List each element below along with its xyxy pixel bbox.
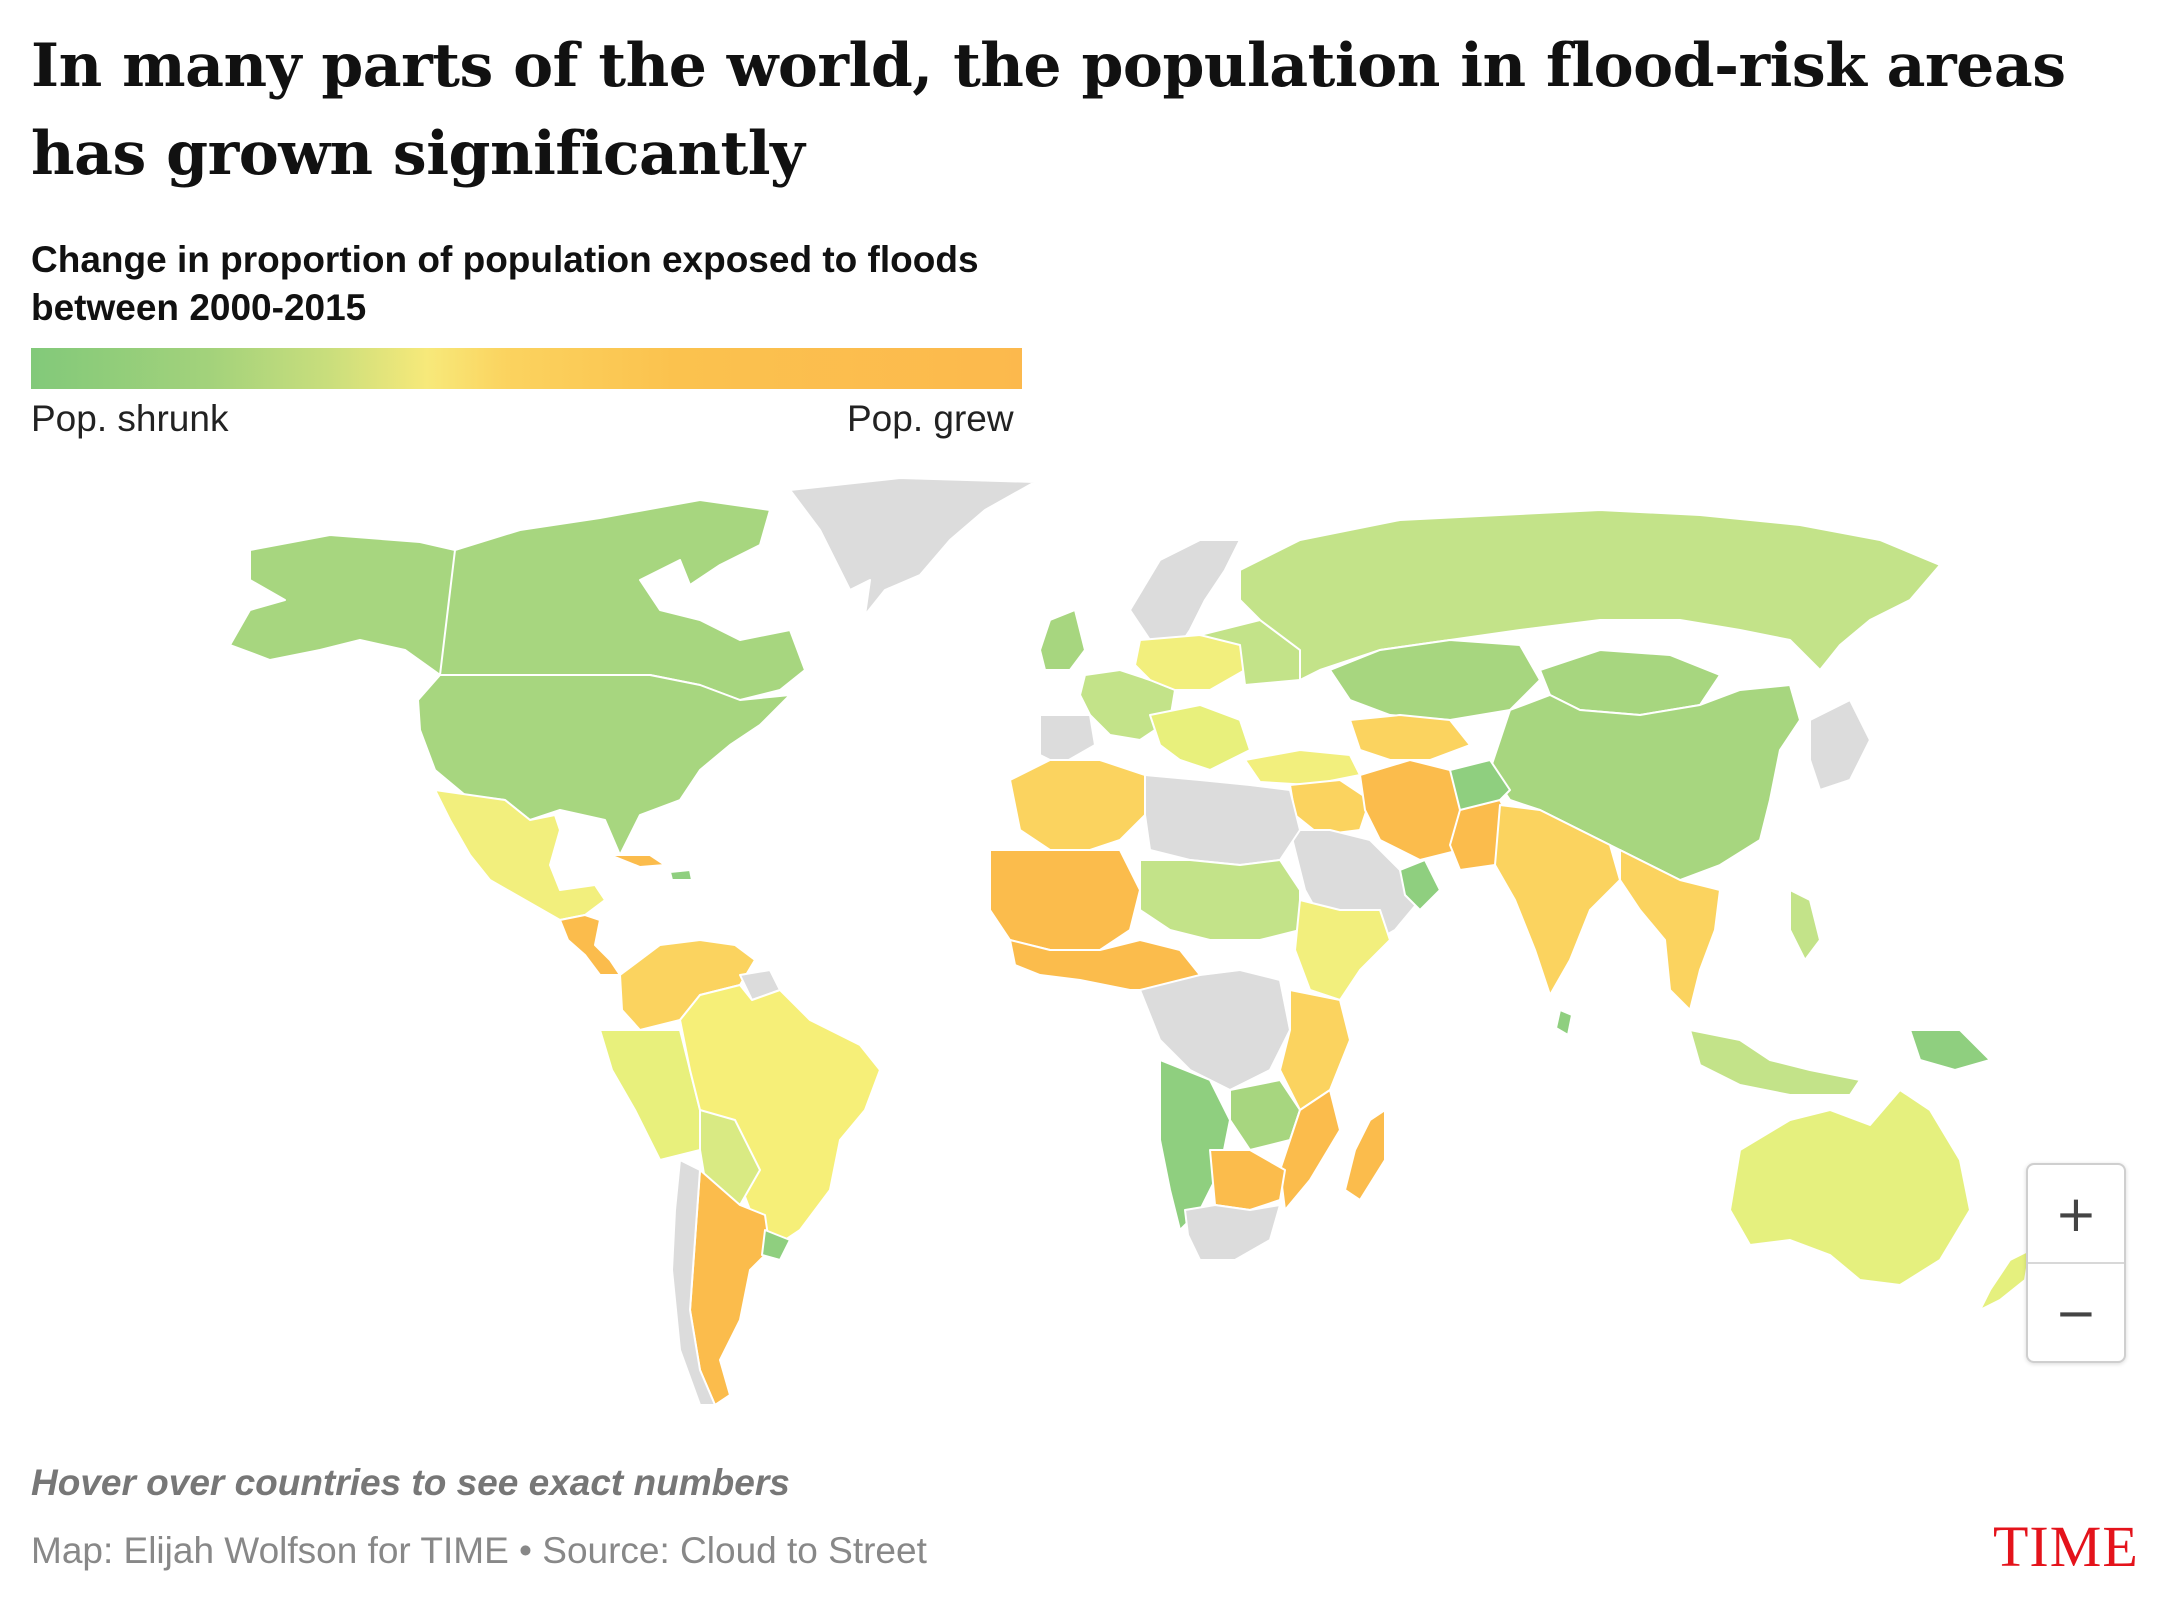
country-sahel-west[interactable] — [989, 849, 1141, 951]
country-indonesia[interactable] — [1689, 1029, 1861, 1096]
country-uk-ireland[interactable] — [1039, 609, 1086, 671]
country-central-africa[interactable] — [1139, 969, 1291, 1091]
country-usa[interactable] — [417, 674, 791, 856]
country-oman[interactable] — [1399, 859, 1441, 911]
country-east-africa[interactable] — [1279, 989, 1351, 1111]
country-canada[interactable] — [439, 499, 806, 701]
country-chile[interactable] — [671, 1159, 716, 1406]
country-papua-new-guinea[interactable] — [1909, 1029, 1991, 1071]
country-cuba[interactable] — [609, 854, 666, 868]
legend-high-label: Pop. grew — [847, 398, 1014, 439]
country-new-zealand[interactable] — [1979, 1249, 2031, 1311]
hover-hint: Hover over countries to see exact number… — [31, 1462, 790, 1503]
country-philippines[interactable] — [1789, 889, 1821, 961]
zoom-in-button[interactable]: + — [2055, 1184, 2097, 1243]
country-usa-alaska[interactable] — [229, 534, 456, 676]
country-italy-balkans[interactable] — [1149, 704, 1251, 771]
world-map[interactable] — [0, 470, 2160, 1410]
country-mainland-southeast-asia[interactable] — [1619, 849, 1721, 1011]
country-central-america[interactable] — [559, 914, 621, 976]
legend: Change in proportion of population expos… — [31, 236, 1031, 439]
country-sahel-center[interactable] — [1139, 859, 1301, 941]
country-sri-lanka[interactable] — [1555, 1009, 1573, 1036]
country-india[interactable] — [1494, 804, 1621, 996]
country-greenland[interactable] — [789, 477, 1036, 616]
country-hispaniola[interactable] — [669, 869, 693, 881]
country-mozambique[interactable] — [1279, 1089, 1341, 1211]
country-middle-east-levant[interactable] — [1289, 779, 1371, 836]
zoom-control: + − — [2026, 1163, 2126, 1363]
country-iberia[interactable] — [1039, 714, 1096, 766]
country-russia[interactable] — [1239, 509, 1941, 681]
zoom-out-button[interactable]: − — [2028, 1262, 2124, 1361]
country-turkey[interactable] — [1244, 749, 1361, 786]
source-credit: Map: Elijah Wolfson for TIME • Source: C… — [31, 1530, 927, 1571]
country-australia[interactable] — [1729, 1089, 1971, 1286]
country-china[interactable] — [1489, 684, 1801, 881]
country-botswana-southern[interactable] — [1209, 1149, 1286, 1211]
country-mexico[interactable] — [434, 789, 606, 921]
country-horn-of-africa[interactable] — [1294, 899, 1391, 1001]
legend-color-scale — [31, 348, 1022, 389]
country-uruguay[interactable] — [761, 1229, 791, 1261]
time-logo: TIME — [1993, 1514, 2139, 1579]
chart-title: In many parts of the world, the populati… — [31, 31, 2066, 189]
country-madagascar[interactable] — [1344, 1109, 1386, 1201]
country-north-africa-west[interactable] — [1009, 759, 1146, 851]
legend-title: Change in proportion of population expos… — [31, 239, 979, 328]
country-central-asia-south[interactable] — [1349, 714, 1471, 761]
legend-low-label: Pop. shrunk — [31, 398, 229, 439]
country-kazakhstan[interactable] — [1329, 639, 1541, 721]
country-korea-japan[interactable] — [1809, 699, 1871, 791]
country-south-africa[interactable] — [1184, 1204, 1281, 1261]
country-libya-egypt[interactable] — [1144, 774, 1301, 866]
